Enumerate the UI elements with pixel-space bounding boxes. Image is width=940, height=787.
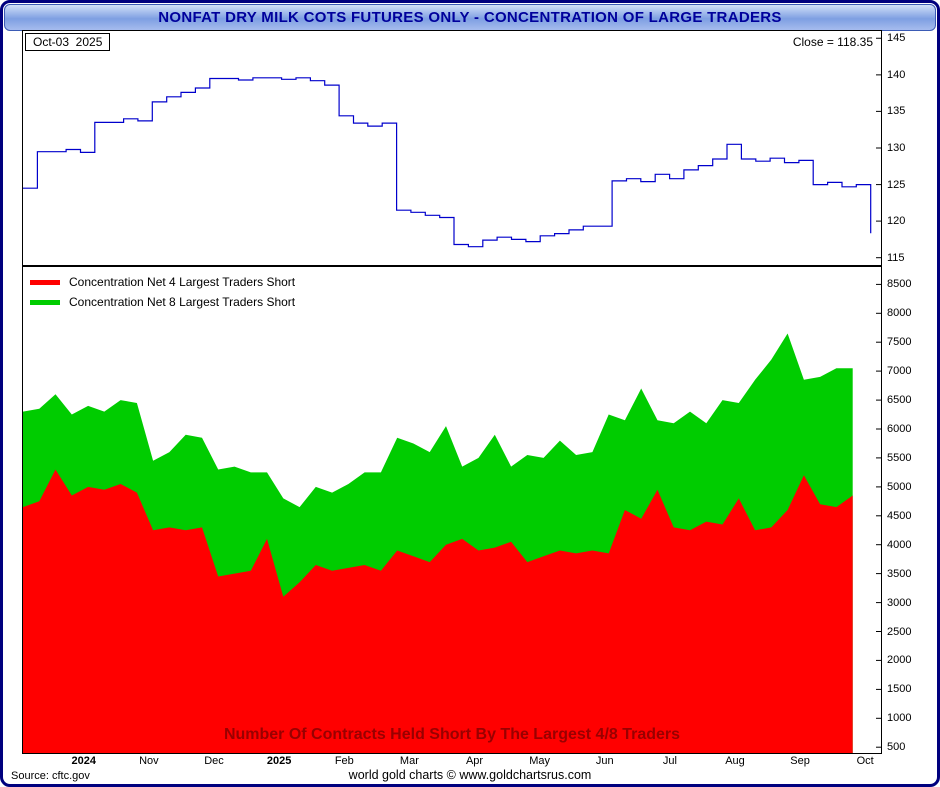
legend-item-net4: Concentration Net 4 Largest Traders Shor… [30, 272, 295, 292]
legend-label-net4: Concentration Net 4 Largest Traders Shor… [69, 275, 296, 289]
y-tick-label: 1000 [887, 712, 912, 725]
y-tick-label: 7000 [887, 365, 912, 378]
y-tick-label: 5000 [887, 480, 912, 493]
y-tick-label: 5500 [887, 451, 912, 464]
legend-label-net8: Concentration Net 8 Largest Traders Shor… [69, 295, 296, 309]
concentration-chart [23, 283, 881, 753]
x-tick-label: Dec [204, 755, 224, 767]
price-panel: Oct-03 2025 Close = 118.35 [22, 30, 882, 267]
net8-color-swatch [30, 299, 60, 305]
y-tick-label: 500 [887, 741, 906, 754]
legend: Concentration Net 4 Largest Traders Shor… [30, 272, 295, 312]
y-tick-label: 4000 [887, 538, 912, 551]
date-label: Oct-03 2025 [25, 33, 111, 51]
price-chart [23, 37, 881, 259]
y-tick-label: 115 [887, 251, 905, 264]
y-tick-label: 8000 [887, 307, 912, 320]
x-tick-label: Feb [334, 755, 354, 767]
net4-color-swatch [30, 279, 60, 285]
close-label: Close = 118.35 [790, 35, 875, 49]
price-line [23, 77, 872, 248]
x-tick-label: Sep [790, 755, 810, 767]
y-tick-label: 8500 [887, 278, 912, 291]
x-tick-label: Jul [662, 755, 677, 767]
x-tick-label: 2025 [266, 755, 292, 767]
y-tick-label: 1500 [887, 683, 912, 696]
page-title: NONFAT DRY MILK COTS FUTURES ONLY - CONC… [4, 4, 936, 31]
y-tick-label: 4500 [887, 509, 912, 522]
x-tick-label: Mar [399, 755, 419, 767]
x-tick-label: 2024 [71, 755, 97, 767]
y-tick-label: 145 [887, 32, 906, 45]
x-tick-label: May [529, 755, 550, 767]
y-tick-label: 130 [887, 142, 906, 154]
y-tick-label: 6000 [887, 423, 912, 435]
y-tick-label: 3500 [887, 567, 912, 580]
y-tick-label: 7500 [887, 336, 912, 349]
x-axis: 2024 Nov Dec 2025 Feb Mar Apr May Jun Jul Aug Sep Oc… [22, 755, 882, 770]
y-tick-label: 3000 [887, 596, 912, 609]
x-tick-label: Nov [139, 755, 159, 767]
legend-item-net8: Concentration Net 8 Largest Traders Shor… [30, 292, 295, 312]
chart-caption: Number Of Contracts Held Short By The La… [223, 726, 681, 743]
y-tick-label: 135 [887, 105, 906, 118]
y-axis: 145 140 135 130 125 120 115 8500 8000 7500 7000 650… [884, 3, 937, 763]
x-tick-label: Apr [465, 755, 484, 767]
source-label: Source: cftc.gov [11, 770, 90, 782]
x-tick-label: Aug [725, 755, 745, 767]
y-tick-label: 6500 [887, 394, 912, 407]
concentration-panel: Concentration Net 4 Largest Traders Shor… [22, 267, 882, 754]
credit-label: world gold charts © www.goldchartsrus.co… [348, 768, 592, 782]
x-tick-label: Jun [595, 755, 614, 767]
area-net4-short [23, 469, 853, 753]
y-tick-label: 120 [887, 215, 906, 228]
y-tick-label: 125 [887, 178, 906, 191]
y-tick-label: 2000 [887, 654, 912, 667]
x-tick-label: Oct [856, 755, 874, 767]
y-tick-label: 2500 [887, 625, 912, 638]
y-tick-label: 140 [887, 68, 906, 81]
footer: Source: cftc.gov world gold charts © www… [3, 767, 937, 784]
